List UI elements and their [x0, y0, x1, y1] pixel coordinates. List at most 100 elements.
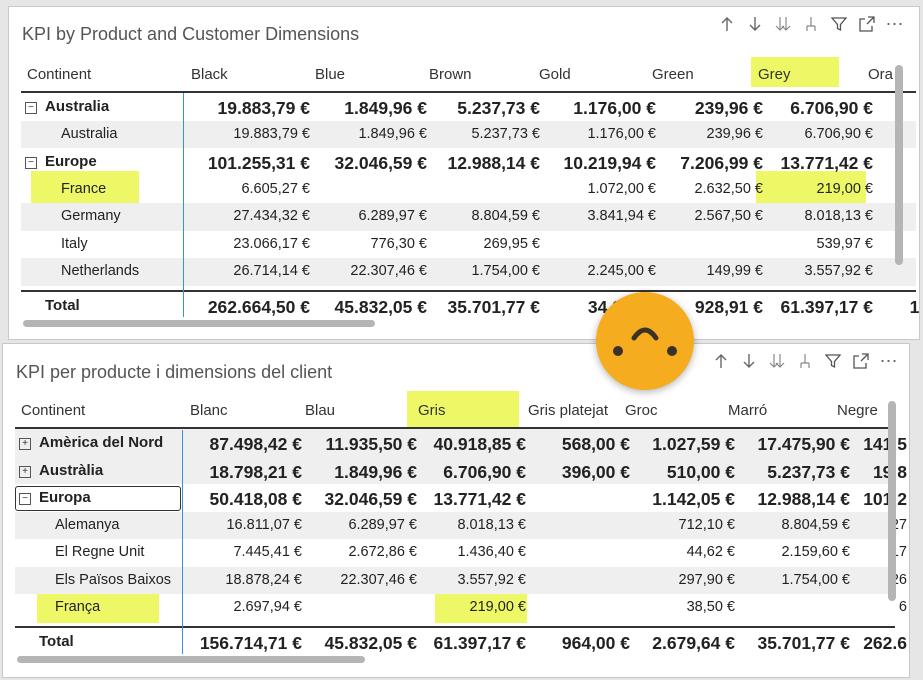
row-label[interactable]: Italy: [61, 236, 88, 252]
cell-value: 2.245,00 €: [587, 263, 656, 279]
row-header-continent[interactable]: Continent: [21, 402, 86, 419]
cell-value: 6.706,90 €: [443, 461, 526, 482]
more-options-icon[interactable]: ⋯: [885, 13, 905, 34]
group-row[interactable]: − Australia 19.883,79 € 1.849,96 € 5.237,73 …: [21, 93, 916, 121]
row-label[interactable]: Netherlands: [61, 263, 139, 279]
row-label[interactable]: − Australia: [25, 98, 109, 115]
row-label-text: El Regne Unit: [55, 544, 145, 560]
cell-value: 32.046,59 €: [334, 153, 427, 173]
total-value: 61.397,17 €: [433, 632, 526, 653]
total-value: 45.832,05 €: [324, 632, 417, 653]
cell-value: 141.5: [863, 434, 907, 454]
collapse-icon[interactable]: −: [25, 102, 37, 114]
column-header[interactable]: Black: [191, 66, 228, 83]
cell-value: 6.706,90 €: [804, 125, 873, 142]
cell-value: 3.557,92 €: [804, 263, 873, 279]
cell-value: 1.176,00 €: [587, 125, 656, 142]
focus-mode-icon[interactable]: [853, 13, 881, 35]
column-header[interactable]: Negre: [837, 402, 878, 419]
column-header[interactable]: Marró: [728, 402, 768, 419]
cell-value: 1.849,96 €: [344, 98, 427, 118]
row-label[interactable]: + Austràlia: [19, 462, 103, 479]
table-row[interactable]: Australia 19.883,79 € 1.849,96 € 5.237,73 €…: [21, 120, 916, 148]
cell-value: 17.475,90 €: [757, 434, 850, 454]
vertical-scrollbar[interactable]: [888, 401, 896, 601]
table-row[interactable]: France 6.605,27 € 1.072,00 € 2.632,50 € 219,…: [21, 176, 916, 204]
drill-icon[interactable]: [797, 13, 825, 35]
column-header[interactable]: Blue: [315, 66, 346, 83]
focus-mode-icon[interactable]: [847, 350, 875, 372]
expand-icon[interactable]: +: [19, 438, 31, 450]
row-header-continent[interactable]: Continent: [27, 66, 92, 83]
cell-value: 8.804,59 €: [781, 516, 850, 533]
row-label[interactable]: Alemanya: [55, 517, 119, 533]
row-label[interactable]: Els Països Baixos: [55, 572, 171, 588]
row-label[interactable]: Australia: [61, 126, 117, 142]
more-options-icon[interactable]: ⋯: [879, 350, 899, 371]
total-value: 61.397,17 €: [780, 296, 873, 317]
total-value: 964,00 €: [561, 632, 630, 653]
column-header[interactable]: Gris platejat: [528, 402, 609, 419]
table-row[interactable]: Netherlands 26.714,14 € 22.307,46 € 1.754,0…: [21, 258, 916, 286]
row-label-text: Alemanya: [55, 516, 120, 533]
visual-title: KPI per producte i dimensions del client: [16, 362, 333, 382]
vertical-scrollbar[interactable]: [895, 65, 903, 265]
filter-icon[interactable]: [819, 350, 847, 372]
group-row[interactable]: + Amèrica del Nord 87.498,42 € 11.935,50 € 4…: [15, 429, 907, 457]
expand-all-icon[interactable]: [763, 350, 791, 372]
drill-icon[interactable]: [791, 350, 819, 372]
column-header[interactable]: Gris: [418, 402, 446, 419]
sort-down-icon[interactable]: [735, 350, 763, 372]
column-header[interactable]: Blau: [305, 402, 336, 419]
group-row[interactable]: + Austràlia 18.798,21 € 1.849,96 € 6.706,90 …: [15, 456, 907, 484]
group-row[interactable]: − Europa 50.418,08 € 32.046,59 € 13.771,42 €…: [15, 484, 907, 512]
row-label[interactable]: − Europa: [19, 489, 91, 506]
expand-icon[interactable]: +: [19, 465, 31, 478]
sort-up-icon[interactable]: [713, 13, 741, 35]
expand-all-icon[interactable]: [769, 13, 797, 35]
collapse-icon[interactable]: −: [25, 157, 37, 169]
column-header[interactable]: Ora: [868, 66, 894, 83]
table-row[interactable]: El Regne Unit 7.445,41 € 2.672,86 € 1.436,4…: [15, 539, 907, 567]
horizontal-scrollbar[interactable]: [23, 320, 375, 327]
column-header[interactable]: Groc: [625, 402, 658, 419]
collapse-icon[interactable]: −: [19, 493, 31, 505]
visual-kpi-catalan[interactable]: KPI per producte i dimensions del client…: [2, 343, 910, 678]
table-row[interactable]: Alemanya 16.811,07 € 6.289,97 € 8.018,13 € 7…: [15, 511, 907, 539]
group-row[interactable]: − Europe 101.255,31 € 32.046,59 € 12.988,14 …: [21, 148, 916, 176]
total-value: 262.664,50 €: [207, 296, 310, 317]
row-label[interactable]: + Amèrica del Nord: [19, 434, 163, 451]
cell-value: 19.883,79 €: [233, 125, 310, 142]
horizontal-scrollbar[interactable]: [17, 656, 365, 663]
column-header[interactable]: Green: [652, 66, 694, 83]
cell-value: 7.206,99 €: [680, 153, 763, 173]
table-row[interactable]: Italy 23.066,17 € 776,30 € 269,95 € 539,97 €: [21, 231, 916, 259]
sort-down-icon[interactable]: [741, 13, 769, 35]
row-label[interactable]: França: [55, 599, 100, 615]
column-header[interactable]: Blanc: [190, 402, 228, 419]
visual-kpi-english[interactable]: KPI by Product and Customer Dimensions ⋯…: [8, 6, 920, 340]
row-label[interactable]: − Europe: [25, 153, 97, 170]
focused-row-header: [15, 486, 181, 511]
cell-value: 1.027,59 €: [652, 434, 735, 454]
filter-icon[interactable]: [825, 13, 853, 35]
highlight-grey-header: [751, 57, 839, 87]
cell-value: 1.849,96 €: [358, 125, 427, 142]
column-header[interactable]: Grey: [758, 66, 791, 83]
table-row[interactable]: Germany 27.434,32 € 6.289,97 € 8.804,59 € 3.…: [21, 203, 916, 231]
column-header[interactable]: Brown: [429, 66, 472, 83]
row-label[interactable]: Germany: [61, 208, 121, 224]
row-label[interactable]: El Regne Unit: [55, 544, 144, 560]
table-row[interactable]: França 2.697,94 € 219,00 € 38,50 € 6: [15, 594, 907, 622]
cell-value: 22.307,46 €: [340, 571, 417, 588]
total-row[interactable]: Total 156.714,71 € 45.832,05 € 61.397,17 € 9…: [15, 625, 907, 658]
column-header[interactable]: Gold: [539, 66, 571, 83]
row-label[interactable]: France: [61, 181, 106, 197]
cell-value: 269,95 €: [483, 235, 540, 252]
sort-up-icon[interactable]: [707, 350, 735, 372]
cell-value: 510,00 €: [666, 461, 735, 482]
table-row[interactable]: Els Països Baixos 18.878,24 € 22.307,46 € 3…: [15, 566, 907, 594]
cell-value: 87.498,42 €: [209, 434, 302, 454]
cell-value: 2.697,94 €: [233, 599, 302, 615]
